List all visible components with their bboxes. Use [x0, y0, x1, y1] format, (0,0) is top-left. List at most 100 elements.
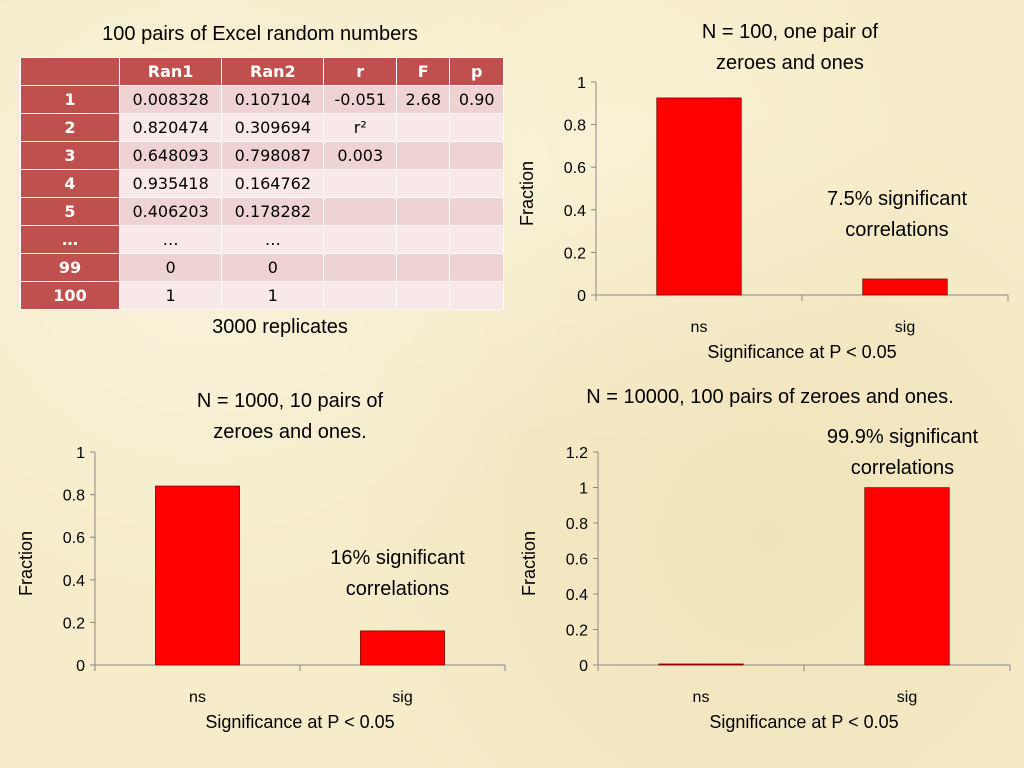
row-index: 100 — [20, 281, 120, 310]
row-index: 2 — [20, 113, 120, 142]
table-cell — [449, 281, 504, 310]
table-cell — [449, 225, 504, 254]
y-tick-label: 0.4 — [63, 573, 85, 590]
header-cell: Ran1 — [118, 57, 223, 86]
table-cell: 0.107104 — [221, 85, 325, 114]
table-cell — [323, 225, 398, 254]
table-cell — [323, 169, 398, 198]
chart2-title: N = 1000, 10 pairs of zeroes and ones. — [196, 390, 384, 443]
table-cell: 0 — [221, 253, 325, 282]
table-cell: … — [221, 225, 325, 254]
table-row: 3 0.648093 0.798087 0.003 — [20, 141, 504, 170]
table-row: … … … — [20, 225, 504, 254]
y-tick-label: 0.6 — [63, 530, 85, 547]
bar-sig — [360, 630, 445, 666]
chart1-annotation: 7.5% significant correlations — [826, 188, 968, 241]
row-index: 5 — [20, 197, 120, 226]
bar-sig — [862, 278, 948, 296]
x-tick-label: sig — [897, 689, 917, 706]
table-cell — [396, 197, 451, 226]
table-cell: 2.68 — [396, 85, 451, 114]
x-tick-label: sig — [392, 689, 412, 706]
x-tick-label: ns — [189, 689, 206, 706]
y-tick-label: 0.6 — [566, 552, 588, 569]
replicates-caption: 3000 replicates — [212, 316, 348, 338]
x-tick-label: ns — [691, 319, 708, 336]
table-row: 99 0 0 — [20, 253, 504, 282]
y-axis-title: Fraction — [16, 531, 36, 596]
x-tick-label: ns — [693, 689, 710, 706]
table-cell — [449, 197, 504, 226]
chart2-annotation: 16% significant correlations — [330, 547, 465, 600]
table-cell: -0.051 — [323, 85, 398, 114]
x-axis-title: Significance at P < 0.05 — [707, 342, 896, 362]
table-cell — [449, 253, 504, 282]
table-cell: 0.178282 — [221, 197, 325, 226]
table-cell — [396, 169, 451, 198]
chart1-title: N = 100, one pair of zeroes and ones — [701, 21, 879, 74]
y-tick-label: 0 — [579, 658, 588, 675]
table-cell: 0.003 — [323, 141, 398, 170]
y-tick-label: 1.2 — [566, 445, 588, 462]
table-cell — [449, 169, 504, 198]
table-cell: 0.164762 — [221, 169, 325, 198]
table-cell — [396, 225, 451, 254]
table-cell: 1 — [118, 281, 223, 310]
y-tick-label: 0 — [577, 288, 586, 305]
y-tick-label: 1 — [579, 481, 588, 498]
y-tick-label: 1 — [577, 75, 586, 92]
y-tick-label: 0 — [76, 658, 85, 675]
table-cell: 0.935418 — [118, 169, 223, 198]
table-cell: r² — [323, 113, 398, 142]
y-tick-label: 0.2 — [564, 245, 586, 262]
chart3-title: N = 10000, 100 pairs of zeroes and ones. — [586, 386, 954, 408]
y-tick-label: 0.8 — [566, 516, 588, 533]
table-cell: 0.648093 — [118, 141, 223, 170]
table-row: 100 1 1 — [20, 281, 504, 310]
header-cell: p — [449, 57, 504, 86]
table-cell: 0.90 — [449, 85, 504, 114]
random-numbers-table: Ran1 Ran2 r F p 1 0.008328 0.107104 -0.0… — [20, 57, 504, 310]
row-index: 1 — [20, 85, 120, 114]
y-tick-label: 0.2 — [566, 623, 588, 640]
y-tick-label: 0.8 — [564, 118, 586, 135]
y-tick-label: 0.8 — [63, 488, 85, 505]
bar-ns — [658, 663, 744, 666]
table-cell: 0.008328 — [118, 85, 223, 114]
table-cell — [396, 281, 451, 310]
table-row: 4 0.935418 0.164762 — [20, 169, 504, 198]
table-cell — [396, 113, 451, 142]
table-title: 100 pairs of Excel random numbers — [102, 23, 418, 45]
x-axis-title: Significance at P < 0.05 — [709, 712, 898, 732]
row-index: … — [20, 225, 120, 254]
x-tick-label: sig — [895, 319, 915, 336]
table-row: 5 0.406203 0.178282 — [20, 197, 504, 226]
y-tick-label: 1 — [76, 445, 85, 462]
x-axis-title: Significance at P < 0.05 — [205, 712, 394, 732]
table-cell — [449, 141, 504, 170]
y-axis-title: Fraction — [519, 531, 539, 596]
header-cell: F — [396, 57, 451, 86]
row-index: 99 — [20, 253, 120, 282]
table-cell: … — [118, 225, 223, 254]
chart3-annotation: 99.9% significant correlations — [826, 426, 979, 479]
bar-sig — [864, 487, 950, 666]
table-cell — [323, 197, 398, 226]
table-header-row: Ran1 Ran2 r F p — [20, 57, 504, 86]
y-axis-title: Fraction — [517, 161, 537, 226]
table-cell — [396, 253, 451, 282]
bar-ns — [155, 485, 240, 666]
y-tick-label: 0.6 — [564, 160, 586, 177]
table-cell: 0 — [118, 253, 223, 282]
table-cell: 1 — [221, 281, 325, 310]
y-tick-label: 0.2 — [63, 615, 85, 632]
y-tick-label: 0.4 — [566, 587, 588, 604]
bar-ns — [656, 97, 742, 296]
table-cell: 0.820474 — [118, 113, 223, 142]
y-tick-label: 0.4 — [564, 203, 586, 220]
table-row: 1 0.008328 0.107104 -0.051 2.68 0.90 — [20, 85, 504, 114]
table-cell: 0.798087 — [221, 141, 325, 170]
